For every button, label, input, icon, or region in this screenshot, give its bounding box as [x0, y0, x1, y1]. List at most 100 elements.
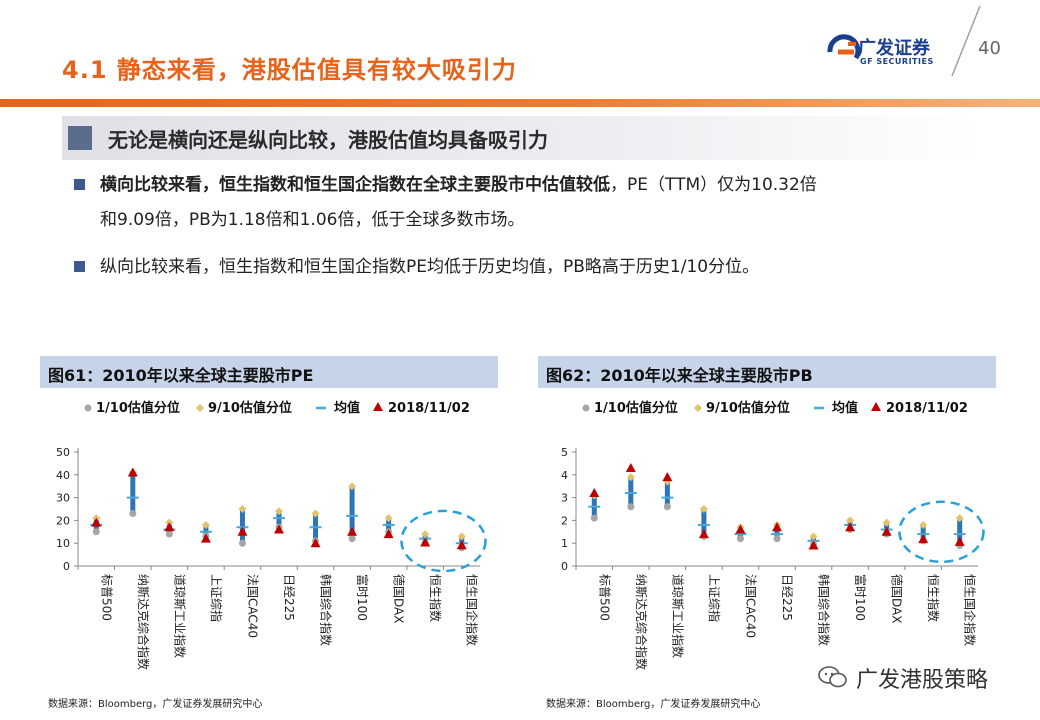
p90-point [457, 532, 466, 541]
y-tick-label: 3 [561, 492, 568, 505]
y-tick-label: 40 [56, 469, 70, 482]
p10-point [590, 514, 598, 522]
x-tick-label-group: 韩国综合指数 [817, 574, 832, 646]
bullet-1-rest: ，PE（TTM）仅为10.32倍 [610, 175, 817, 195]
x-tick-label-group: 法国CAC40 [743, 574, 757, 638]
y-tick-label: 10 [56, 537, 70, 550]
p90-point [699, 505, 708, 513]
x-tick-label: 法国CAC40 [743, 574, 757, 638]
x-tick-label: 纳斯达克综合指数 [136, 574, 151, 670]
current-point [772, 522, 782, 532]
bullet-2: 纵向比较来看，恒生指数和恒生国企指数PE均低于历史均值，PB略高于历史1/10分… [100, 257, 760, 277]
legend-p90-marker [196, 404, 204, 412]
p10-point [663, 503, 671, 511]
x-tick-label: 恒生指数 [428, 574, 443, 622]
pb-chart-title: 图62：2010年以来全球主要股市PB [546, 366, 813, 385]
current-point [625, 462, 636, 472]
legend-p10-label: 1/10估值分位 [96, 400, 180, 416]
x-tick-label-group: 韩国综合指数 [319, 574, 334, 646]
pe-chart-title: 图61：2010年以来全球主要股市PE [48, 366, 314, 385]
bullet-square-icon [74, 261, 85, 272]
p10-point [165, 530, 173, 538]
pb-chart-source: 数据来源：Bloomberg，广发证券发展研究中心 [546, 699, 761, 710]
p10-point [627, 503, 635, 511]
y-tick-label: 4 [561, 469, 568, 482]
y-tick-label: 50 [56, 446, 70, 459]
p90-point [384, 514, 393, 523]
p10-point [238, 539, 246, 547]
x-tick-label-group: 道琼斯工业指数 [670, 574, 685, 658]
p10-point [736, 535, 744, 543]
x-tick-label: 恒生国企指数 [963, 574, 978, 646]
legend-p10-marker [84, 404, 92, 412]
legend-p90-marker [694, 404, 702, 412]
bullet-1-line-2: 和9.09倍，PB为1.18倍和1.06倍，低于全球多数市场。 [100, 210, 525, 230]
legend-mean-label: 均值 [334, 400, 360, 416]
p90-point [201, 520, 210, 529]
legend-current-marker [871, 402, 881, 411]
p90-point [882, 518, 891, 527]
x-tick-label: 纳斯达克综合指数 [634, 574, 649, 670]
y-tick-label: 1 [561, 537, 568, 550]
legend-current-label: 2018/11/02 [388, 401, 470, 416]
p10-point [773, 535, 781, 543]
x-tick-label-group: 恒生国企指数 [963, 574, 978, 646]
legend-p90-label: 9/10估值分位 [706, 400, 790, 416]
current-point [347, 526, 358, 536]
subtitle-text: 无论是横向还是纵向比较，港股估值均具备吸引力 [108, 128, 548, 152]
y-tick-label: 0 [561, 560, 568, 573]
page-number: 40 [978, 38, 1001, 59]
x-tick-label: 日经225 [780, 574, 794, 621]
p90-point [919, 520, 928, 529]
legend-p10-marker [582, 404, 590, 412]
current-point [845, 522, 856, 532]
x-tick-label: 标普500 [99, 574, 113, 621]
subtitle-square-icon [68, 126, 92, 150]
bullet-1-bold: 横向比较来看，恒生指数和恒生国企指数在全球主要股市中估值较低 [100, 175, 610, 195]
current-point [662, 472, 673, 482]
pe-chart-svg: 1/10估值分位 9/10估值分位 均值 2018/11/02 0 10 20 30 40 50 标… [56, 400, 487, 670]
pe-chart-header: 图61：2010年以来全球主要股市PE [40, 356, 498, 388]
x-tick-label: 恒生指数 [926, 574, 941, 622]
current-point [91, 517, 102, 527]
x-tick-label-group: 标普500 [99, 574, 113, 621]
pe-chart-panel: 图61：2010年以来全球主要股市PE 1/10估值分位 9/10估值分位 均值 20… [40, 356, 498, 692]
x-tick-label: 法国CAC40 [245, 574, 259, 638]
current-point [808, 540, 819, 550]
p90-point [846, 516, 855, 525]
p90-point [421, 530, 430, 539]
bullet-square-icon [74, 179, 85, 190]
current-point [918, 534, 929, 544]
current-point [127, 467, 138, 477]
pb-chart-svg: 1/10估值分位 9/10估值分位 均值 2018/11/02 0 1 2 3 4 5 标普500 纳… [561, 400, 985, 670]
x-tick-label-group: 上证综指 [707, 574, 722, 622]
highlight-circle [898, 500, 985, 564]
p90-point [626, 473, 635, 482]
current-point [200, 533, 211, 543]
x-tick-label-group: 富时100 [355, 574, 370, 621]
x-tick-label-group: 日经225 [282, 574, 296, 621]
y-tick-label: 0 [63, 560, 70, 573]
x-tick-label-group: 法国CAC40 [245, 574, 259, 638]
pb-chart-panel: 图62：2010年以来全球主要股市PB 1/10估值分位 9/10估值分位 均值 20… [538, 356, 996, 692]
y-tick-label: 5 [561, 446, 568, 459]
p10-point [348, 535, 356, 543]
current-point [954, 536, 965, 546]
x-tick-label-group: 富时100 [853, 574, 868, 621]
gf-logo-icon [827, 34, 861, 60]
x-tick-label: 韩国综合指数 [319, 574, 334, 646]
watermark-text: 广发港股策略 [856, 668, 989, 693]
current-point [420, 537, 431, 547]
p90-point [955, 514, 964, 523]
x-tick-label: 日经225 [282, 574, 296, 621]
x-tick-label: 富时100 [853, 574, 868, 621]
subtitle-banner [62, 116, 980, 160]
header-bar [0, 99, 1040, 107]
x-tick-label: 德国DAX [890, 574, 905, 623]
pe-chart-source: 数据来源：Bloomberg，广发证券发展研究中心 [48, 699, 263, 710]
p10-point [92, 528, 100, 536]
p90-point [238, 505, 247, 513]
wechat-icon [818, 666, 847, 688]
y-tick-label: 30 [56, 492, 70, 505]
current-point [698, 529, 709, 539]
